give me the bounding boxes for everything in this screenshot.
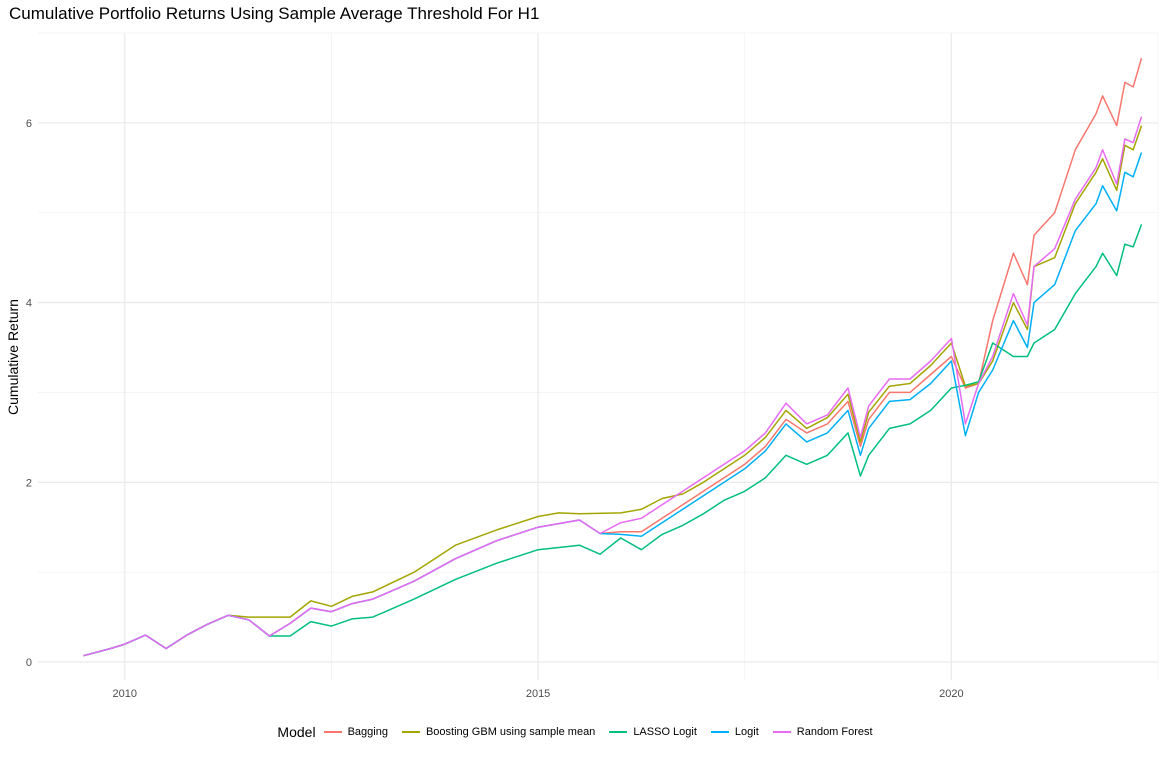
legend-item-lasso-logit: LASSO Logit: [609, 726, 697, 738]
legend-items: Bagging Boosting GBM using sample mean LAS…: [323, 726, 887, 738]
legend-label: Boosting GBM using sample mean: [425, 726, 596, 738]
legend-key: [401, 731, 420, 733]
legend-key: [710, 731, 729, 733]
legend: Model Bagging Boosting GBM using sample m…: [0, 724, 1164, 740]
major-gridlines: [38, 33, 1158, 680]
y-tick-label: 6: [26, 118, 32, 130]
y-tick-label: 4: [26, 298, 32, 310]
series-line-logit: [83, 152, 1143, 657]
legend-label: Logit: [734, 726, 759, 738]
y-tick-label: 2: [26, 477, 32, 489]
legend-key: [609, 731, 628, 733]
legend-label: Random Forest: [796, 726, 873, 738]
legend-item-bagging: Bagging: [323, 726, 388, 738]
chart-svg: 2010 2015 2020 0 2 4 6 Cumulative Return: [5, 32, 1159, 700]
series-line-lasso-logit: [83, 224, 1143, 657]
legend-item-random-forest: Random Forest: [772, 726, 873, 738]
series-line-random-forest: [83, 116, 1143, 657]
minor-gridlines: [38, 32, 1159, 680]
x-tick-label: 2015: [526, 688, 550, 700]
x-tick-label: 2020: [939, 688, 963, 700]
series-line-bagging: [83, 57, 1143, 657]
legend-title: Model: [277, 724, 316, 740]
x-tick-labels: 2010 2015 2020: [113, 688, 964, 700]
y-axis-title: Cumulative Return: [5, 299, 21, 415]
series-line-boosting-gbm-using-sample-mean: [83, 125, 1143, 657]
legend-item-logit: Logit: [710, 726, 759, 738]
y-tick-label: 0: [26, 657, 32, 669]
legend-key: [772, 731, 791, 733]
x-tick-label: 2010: [113, 688, 137, 700]
series-lines: [83, 57, 1143, 657]
y-tick-labels: 0 2 4 6: [26, 118, 32, 669]
chart-title: Cumulative Portfolio Returns Using Sampl…: [9, 4, 540, 23]
legend-item-boosting-gbm-using-sample-mean: Boosting GBM using sample mean: [401, 726, 596, 738]
legend-key: [323, 731, 342, 733]
legend-label: Bagging: [347, 726, 388, 738]
legend-label: LASSO Logit: [633, 726, 697, 738]
